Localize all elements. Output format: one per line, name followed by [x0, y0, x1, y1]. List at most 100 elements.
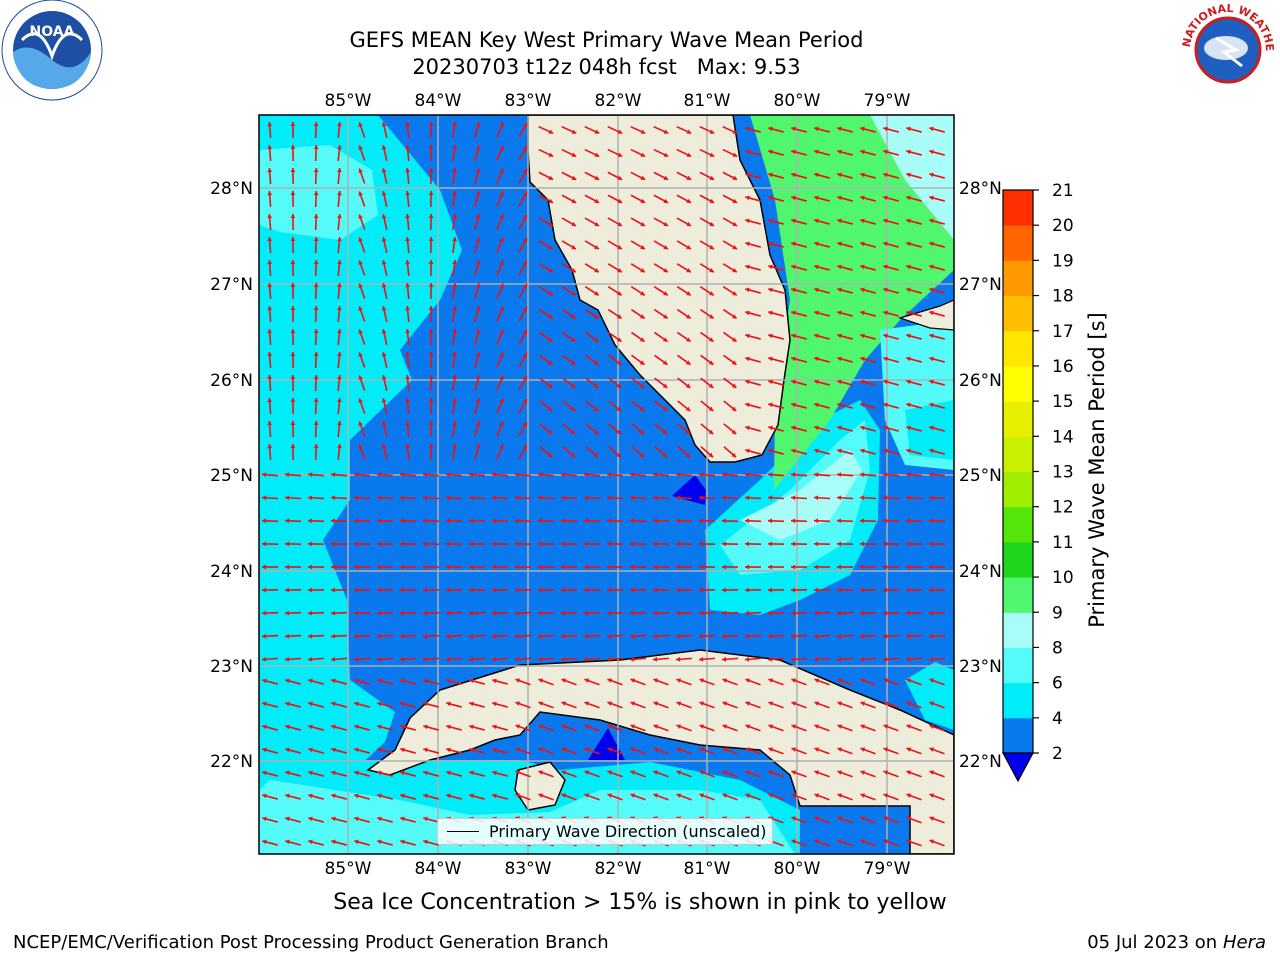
colorbar-tick-label: 2 — [1052, 744, 1063, 764]
lon-tick-label: 85°W — [325, 859, 372, 879]
wave-arrow — [700, 423, 714, 435]
wave-arrow — [539, 377, 553, 389]
wave-arrow — [675, 495, 693, 501]
wave-arrow — [928, 633, 946, 639]
wave-arrow — [860, 218, 876, 225]
wave-arrow — [562, 446, 576, 458]
wave-arrow — [584, 217, 600, 227]
wave-arrow — [428, 305, 434, 323]
wave-arrow — [452, 236, 457, 254]
wave-arrow — [883, 839, 899, 847]
wave-arrow — [630, 125, 646, 135]
wave-arrow — [584, 678, 600, 686]
wave-arrow — [654, 423, 668, 435]
wave-arrow — [745, 678, 761, 686]
footer-date: 05 Jul 2023 on Hera — [1087, 932, 1266, 953]
wave-arrow — [722, 240, 738, 250]
wave-arrow — [491, 564, 509, 570]
wave-arrow — [284, 541, 302, 547]
wave-arrow — [859, 564, 877, 570]
wave-arrow — [561, 263, 577, 273]
colorbar-segment — [1003, 295, 1033, 332]
wave-arrow — [561, 125, 577, 135]
wave-arrow — [629, 610, 647, 616]
wave-arrow — [496, 214, 504, 230]
wave-arrow — [331, 747, 347, 754]
wave-arrow — [381, 329, 388, 345]
wave-arrow — [584, 724, 600, 732]
wave-arrow — [745, 126, 761, 133]
wave-arrow — [630, 331, 646, 343]
wave-arrow — [358, 168, 366, 184]
wave-arrow — [607, 263, 623, 273]
colorbar-tick-label: 21 — [1052, 181, 1074, 201]
wave-arrow — [791, 356, 807, 363]
wave-arrow — [518, 444, 528, 460]
wave-arrow — [882, 633, 900, 639]
wave-arrow — [422, 656, 440, 662]
wave-arrow — [653, 240, 669, 250]
wave-arrow — [814, 425, 830, 432]
wave-arrow — [813, 633, 831, 639]
wave-arrow — [905, 541, 923, 547]
wave-arrow — [267, 443, 273, 461]
wave-arrow — [814, 816, 830, 824]
wave-arrow — [284, 610, 302, 616]
wave-arrow — [814, 770, 830, 778]
lon-tick-label: 83°W — [505, 859, 552, 879]
wave-arrow — [906, 678, 922, 686]
map-frame — [258, 114, 955, 855]
wave-arrow — [307, 587, 325, 593]
wave-arrow — [423, 839, 439, 846]
wave-arrow — [313, 351, 319, 369]
wave-arrow — [814, 356, 830, 363]
wave-arrow — [514, 541, 532, 547]
wave-arrow — [768, 678, 784, 686]
wave-arrow — [560, 472, 578, 478]
wave-arrow — [491, 518, 509, 524]
wave-arrow — [496, 237, 504, 253]
wave-arrow — [882, 472, 900, 478]
wave-arrow — [469, 678, 485, 685]
wave-arrow — [814, 747, 830, 755]
wave-arrow — [883, 287, 899, 294]
wave-arrow — [836, 472, 854, 478]
wave-arrow — [518, 168, 528, 184]
wave-arrow — [308, 724, 324, 731]
wave-arrow — [267, 236, 273, 254]
wave-arrow — [313, 420, 319, 438]
wave-arrow — [428, 443, 434, 461]
wave-arrow — [813, 587, 831, 593]
wave-arrow — [745, 241, 761, 248]
wave-arrow — [405, 397, 410, 415]
wave-arrow — [675, 472, 693, 478]
wave-arrow — [399, 541, 417, 547]
wave-arrow — [331, 770, 347, 777]
wave-arrow — [469, 770, 485, 777]
wave-arrow — [290, 397, 296, 415]
wave-arrow — [699, 678, 715, 686]
wave-arrow — [560, 541, 578, 547]
lon-tick-label: 82°W — [595, 91, 642, 111]
wave-arrow — [405, 121, 410, 139]
wave-arrow — [791, 172, 807, 179]
wave-arrow — [677, 446, 691, 458]
wave-arrow — [654, 377, 668, 389]
bahamas-land — [898, 299, 954, 331]
wave-arrow — [813, 656, 831, 662]
wave-arrow — [676, 171, 692, 181]
wave-arrow — [699, 194, 715, 204]
wave-arrow — [607, 331, 623, 343]
wave-arrow — [358, 191, 366, 207]
wave-arrow — [262, 816, 278, 823]
wave-arrow — [814, 333, 830, 340]
wave-arrow — [537, 472, 555, 478]
footer-date-text: 05 Jul 2023 on — [1087, 932, 1223, 953]
wave-arrow — [583, 587, 601, 593]
wave-arrow — [791, 379, 807, 386]
wave-arrow — [469, 724, 485, 731]
wave-arrow — [307, 656, 325, 662]
wave-arrow — [307, 564, 325, 570]
wave-arrow — [767, 472, 785, 478]
wave-arrow — [607, 770, 623, 778]
